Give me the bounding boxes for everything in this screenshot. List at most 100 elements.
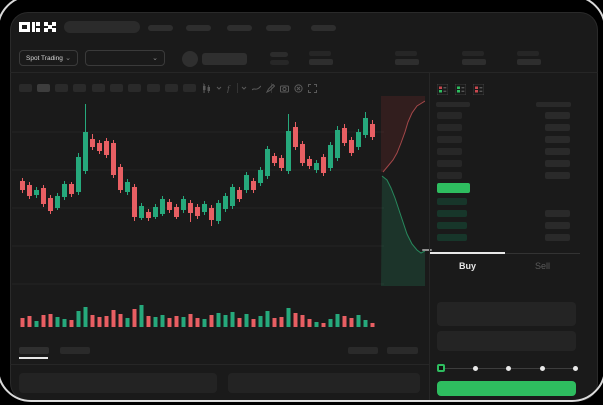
nav-item-placeholder[interactable] <box>311 25 336 31</box>
timeframe-button[interactable] <box>165 84 178 92</box>
timeframe-button[interactable] <box>55 84 68 92</box>
indicators-icon[interactable]: f <box>227 84 236 93</box>
volume-bar <box>279 317 284 327</box>
line-tool-icon[interactable] <box>252 84 261 93</box>
pair-dropdown[interactable]: ⌄ <box>85 50 165 66</box>
candle-body <box>223 196 228 209</box>
tab-sell[interactable]: Sell <box>534 261 550 271</box>
bottom-tab-placeholder[interactable] <box>19 347 49 354</box>
camera-icon[interactable] <box>280 84 289 93</box>
candle-body <box>272 156 277 163</box>
volume-bar <box>307 319 312 327</box>
timeframe-button[interactable] <box>37 84 50 92</box>
volume-bar <box>41 315 46 327</box>
ask-price-placeholder <box>437 136 462 143</box>
fullscreen-icon[interactable] <box>308 83 317 93</box>
nav-item-placeholder[interactable] <box>266 25 291 31</box>
volume-bar <box>139 305 144 327</box>
volume-bar <box>132 309 137 327</box>
bottom-action-placeholder[interactable] <box>348 347 378 354</box>
slider-step-dot[interactable] <box>539 366 545 371</box>
volume-bar <box>181 317 186 327</box>
price-input-placeholder[interactable] <box>437 302 576 326</box>
slider-step-dot[interactable] <box>573 366 578 371</box>
volume-bar <box>265 311 270 327</box>
chevron-down-icon[interactable] <box>241 85 247 91</box>
candle-body <box>118 167 123 190</box>
ask-price-placeholder <box>437 148 462 155</box>
market-type-dropdown[interactable]: Spot Trading ⌄ <box>19 50 78 66</box>
candle-body <box>293 127 298 147</box>
tab-buy[interactable]: Buy <box>458 261 476 271</box>
buy-submit-button[interactable] <box>437 381 576 396</box>
depth-chart[interactable] <box>381 96 425 289</box>
candle-body <box>174 207 179 217</box>
nav-item-placeholder[interactable] <box>148 25 173 31</box>
candle-body <box>209 208 214 220</box>
bids-depth-area <box>381 176 425 286</box>
candlestick-chart[interactable] <box>12 96 384 332</box>
candle-body <box>167 202 172 210</box>
volume-bar <box>370 323 375 327</box>
volume-bar <box>160 315 165 327</box>
bid-amount-placeholder <box>545 210 570 217</box>
candle-body <box>55 196 60 208</box>
candle-body <box>307 159 312 166</box>
stat-label-placeholder <box>462 51 484 56</box>
slider-handle[interactable] <box>437 364 445 372</box>
ask-amount-placeholder <box>545 148 570 155</box>
candle-body <box>146 212 151 218</box>
stat-label-placeholder <box>309 51 331 56</box>
volume-bar <box>153 317 158 327</box>
volume-bar <box>76 311 81 327</box>
candle-body <box>153 207 158 217</box>
timeframe-button[interactable] <box>73 84 86 92</box>
timeframe-button[interactable] <box>147 84 160 92</box>
ask-amount-placeholder <box>545 172 570 179</box>
timeframe-button[interactable] <box>128 84 141 92</box>
candle-body <box>20 181 25 190</box>
orderbook-both-icon[interactable] <box>436 82 449 100</box>
nav-item-placeholder[interactable] <box>227 25 252 31</box>
asks-depth-area <box>381 96 425 172</box>
candle-body <box>237 190 242 199</box>
volume-bar <box>195 318 200 327</box>
ask-amount-placeholder <box>545 160 570 167</box>
slider-step-dot[interactable] <box>506 366 511 371</box>
volume-bar <box>286 308 291 327</box>
timeframe-button[interactable] <box>92 84 105 92</box>
bottom-action-placeholder[interactable] <box>387 347 418 354</box>
timeframe-button[interactable] <box>110 84 123 92</box>
order-book <box>430 75 580 252</box>
candle-body <box>370 124 375 137</box>
amount-input-placeholder[interactable] <box>437 331 576 351</box>
chevron-down-icon[interactable] <box>216 85 222 91</box>
timeframe-button[interactable] <box>19 84 32 92</box>
ticker-stats <box>0 0 603 70</box>
search-input[interactable] <box>64 21 140 33</box>
bid-price-placeholder <box>437 198 467 205</box>
draw-icon[interactable] <box>266 83 275 93</box>
candle-body <box>195 207 200 216</box>
candle-body <box>41 188 46 204</box>
candle-body <box>244 175 249 190</box>
price-change-placeholder <box>270 60 289 65</box>
settings-icon[interactable] <box>294 83 303 93</box>
bid-price-placeholder <box>437 210 467 217</box>
candle-type-icon[interactable] <box>202 83 211 93</box>
timeframe-button[interactable] <box>183 84 196 92</box>
bid-price-placeholder <box>437 222 467 229</box>
stat-label-placeholder <box>395 51 417 56</box>
orderbook-bids-icon[interactable] <box>454 82 467 100</box>
volume-bar <box>83 307 88 327</box>
slider-step-dot[interactable] <box>472 366 478 371</box>
volume-bar <box>230 312 235 327</box>
pair-name-placeholder <box>202 53 247 65</box>
bottom-tab-placeholder[interactable] <box>60 347 90 354</box>
volume-bar <box>272 318 277 327</box>
ask-price-placeholder <box>437 172 462 179</box>
nav-item-placeholder[interactable] <box>186 25 211 31</box>
candle-body <box>342 128 347 143</box>
orderbook-asks-icon[interactable] <box>472 82 485 100</box>
volume-bar <box>328 319 333 327</box>
